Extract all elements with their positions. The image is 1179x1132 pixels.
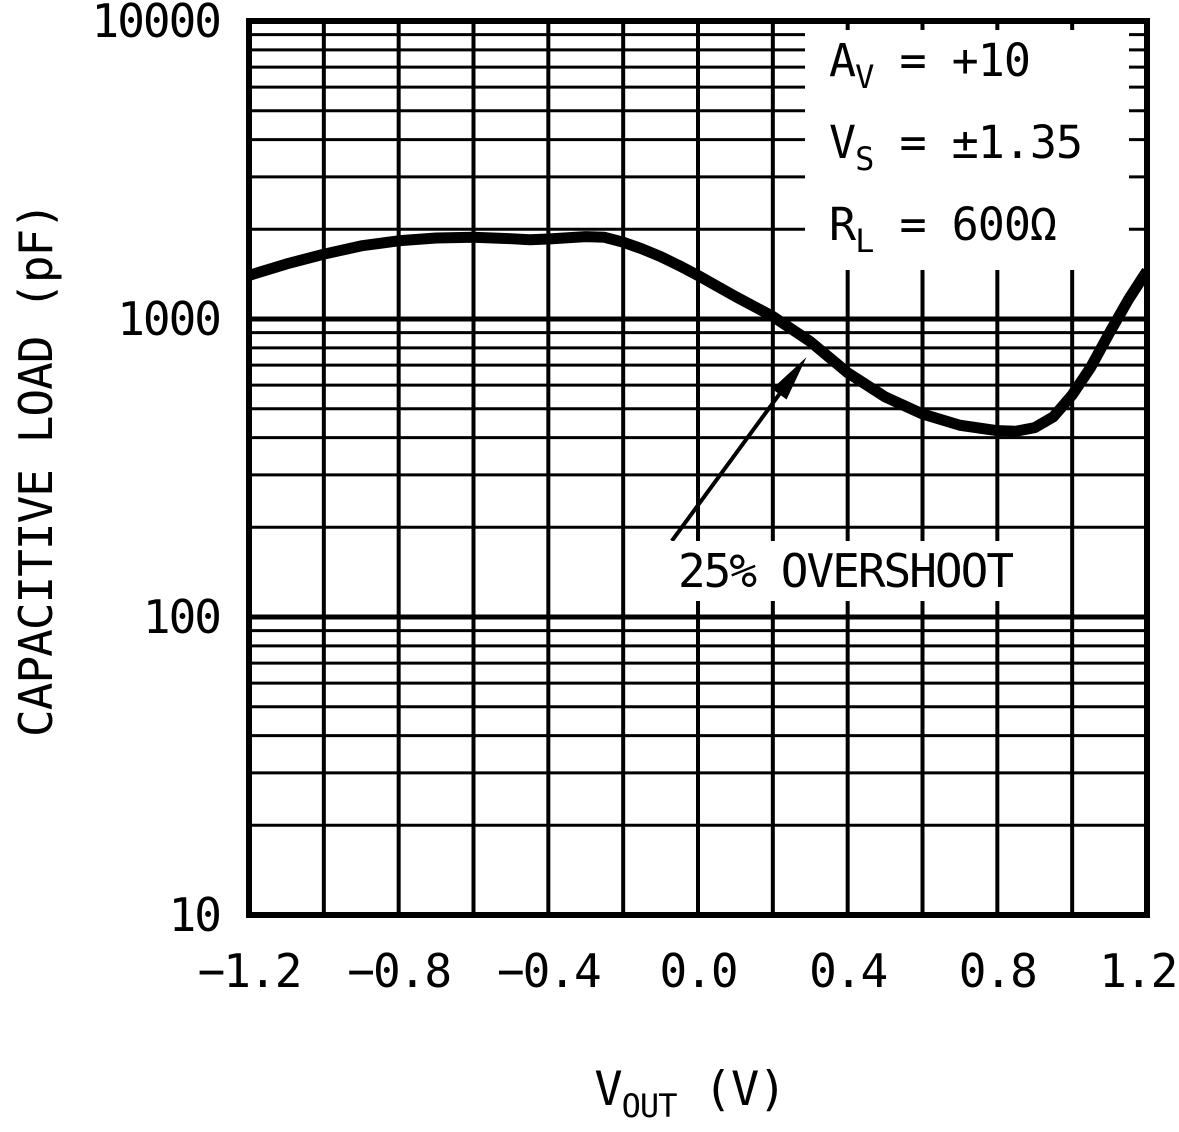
annotation-arrow-head (772, 357, 807, 400)
y-tick-label: 100 (142, 590, 222, 644)
x-axis-title: VOUT (V) (594, 1062, 787, 1125)
x-tick-label: 0.0 (659, 944, 738, 998)
x-tick-label: 0.4 (809, 944, 888, 998)
overshoot-annotation-label: 25% OVERSHOOT (628, 541, 1062, 601)
x-axis-title-symbol: V (594, 1062, 622, 1117)
legend-vs-symbol: V (829, 116, 856, 169)
legend-rl-symbol: R (829, 198, 856, 251)
legend-line-vs: VS = ±1.35 (829, 120, 1129, 178)
legend-rl-subscript: L (855, 222, 874, 260)
x-tick-label: −0.8 (347, 944, 452, 998)
legend-av-symbol: A (829, 34, 856, 87)
x-axis-title-subscript: OUT (621, 1087, 678, 1125)
legend-av-value: = +10 (873, 34, 1030, 87)
y-tick-label: 10000 (91, 0, 222, 48)
y-tick-label: 10 (168, 888, 222, 942)
legend-line-av: AV = +10 (829, 38, 1129, 96)
legend-line-rl: RL = 600Ω (829, 202, 1129, 260)
y-axis-title: CAPACITIVE LOAD (pF) (9, 203, 63, 737)
conditions-legend: AV = +10 VS = ±1.35 RL = 600Ω (805, 30, 1129, 270)
overshoot-curve (249, 231, 1147, 437)
annotation-arrow-shaft (670, 378, 792, 543)
x-axis-title-units: (V) (676, 1062, 787, 1117)
y-tick-label: 1000 (117, 292, 222, 346)
x-tick-label: 0.8 (958, 944, 1038, 998)
x-tick-label: −1.2 (197, 944, 303, 998)
x-tick-label: 1.2 (1099, 944, 1178, 998)
legend-vs-value: = ±1.35 (873, 116, 1083, 169)
legend-vs-subscript: S (855, 140, 874, 178)
legend-av-subscript: V (855, 58, 874, 96)
plot-border (246, 18, 1150, 918)
x-tick-label: −0.4 (496, 944, 602, 998)
legend-rl-value: = 600Ω (873, 198, 1057, 251)
